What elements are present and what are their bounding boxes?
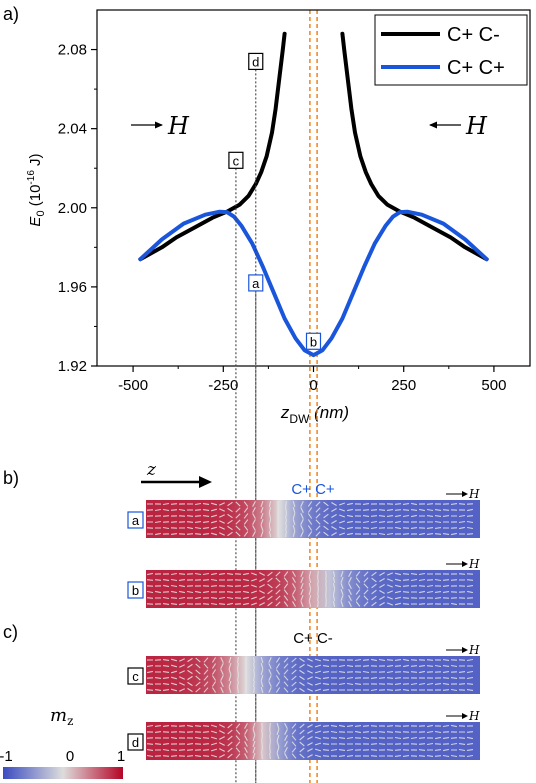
- spin-texture: [146, 656, 474, 694]
- y-label-unit-pre: (10: [27, 185, 44, 211]
- marker-box-b: [305, 332, 322, 350]
- colorbar-tick-max: 1: [117, 748, 125, 765]
- arrowhead-icon: [155, 121, 163, 129]
- series-line-cpcm: [340, 31, 489, 262]
- strip-label-d: d: [132, 735, 139, 750]
- y-label-unit-post: J): [27, 153, 44, 170]
- strip-label-box-d: [127, 733, 144, 751]
- strip-label-box-c: [127, 667, 144, 685]
- strip-body-c: [146, 656, 480, 694]
- spin-texture: [146, 570, 474, 608]
- marker-box-d: [248, 52, 264, 71]
- z-direction: z: [141, 460, 212, 488]
- marker-label-a: a: [252, 276, 260, 291]
- y-tick-label: 1.92: [58, 358, 87, 375]
- arrowhead-icon: [462, 647, 468, 653]
- legend-box: [374, 14, 528, 86]
- field-label-left: H: [167, 112, 190, 140]
- y-tick-label: 2.08: [58, 42, 87, 59]
- colorbar-title-sub: z: [67, 714, 73, 728]
- field-left: H: [131, 112, 190, 140]
- colorbar: mz -1 0 1: [0, 705, 125, 779]
- spin-texture: [146, 500, 474, 538]
- y-axis-label: E0 (10-16 J): [26, 153, 47, 226]
- strip-body-b: [146, 570, 480, 608]
- strip-label-box-a: [127, 511, 144, 529]
- legend-label-cpcp: C+ C+: [447, 57, 505, 79]
- field-right: H: [429, 112, 488, 140]
- series-line-cpcm: [138, 31, 287, 262]
- spin-texture: [146, 722, 474, 760]
- strip-field-label: H: [468, 557, 480, 571]
- x-label-sub: DW: [289, 412, 310, 426]
- marker-label-b: b: [310, 334, 317, 349]
- strip-body-a: [146, 500, 480, 538]
- legend: C+ C- C+ C+: [374, 14, 528, 86]
- x-label-main: z: [280, 403, 290, 422]
- x-tick-label: -500: [118, 377, 148, 394]
- strip-label-box-b: [127, 581, 144, 599]
- strip-body-d: [146, 722, 480, 760]
- x-label-unit: (nm): [309, 403, 349, 422]
- strip-field-label: H: [468, 643, 480, 657]
- x-axis-label: zDW (nm): [280, 403, 349, 426]
- plot-area: [138, 10, 489, 783]
- strip-c: cH: [127, 643, 480, 694]
- strip-b: bH: [127, 557, 480, 608]
- strip-label-b: b: [132, 583, 139, 598]
- panel-label-b: b): [3, 468, 19, 488]
- strip-a: aH: [127, 487, 480, 538]
- y-tick-label: 2.00: [58, 200, 87, 217]
- x-tick-label: 250: [391, 377, 416, 394]
- marker-label-c: c: [233, 153, 240, 168]
- arrowhead-icon: [462, 713, 468, 719]
- panel-label-a: a): [3, 4, 19, 24]
- colorbar-title: mz: [50, 705, 73, 728]
- marker-box-c: [228, 151, 244, 169]
- series-line-cpcp: [138, 209, 489, 358]
- strip-d: dH: [127, 709, 480, 760]
- arrowhead-icon: [462, 561, 468, 567]
- marker-box-a: [248, 274, 264, 292]
- colorbar-gradient: [3, 767, 123, 779]
- x-tick-label: 500: [481, 377, 506, 394]
- y-label-main: E: [27, 216, 44, 227]
- colorbar-tick-min: -1: [0, 748, 13, 765]
- cpcm-title: C+ C-: [293, 630, 333, 647]
- arrowhead-icon: [429, 121, 437, 129]
- axis-ticks: -500 -250 0 250 500 1.92 1.96 2.00 2.04 2.08: [58, 42, 507, 394]
- y-label-sub: 0: [35, 210, 47, 216]
- y-tick-label: 2.04: [58, 121, 87, 138]
- x-tick-label: 0: [309, 377, 317, 394]
- strip-label-c: c: [132, 669, 139, 684]
- colorbar-title-main: m: [50, 705, 67, 726]
- strip-label-a: a: [132, 513, 140, 528]
- y-tick-label: 1.96: [58, 279, 87, 296]
- y-label-exp: -16: [26, 170, 37, 185]
- plot-frame: [96, 9, 531, 367]
- legend-label-cpcm: C+ C-: [447, 24, 500, 46]
- strip-field-label: H: [468, 709, 480, 723]
- marker-label-d: d: [252, 54, 259, 69]
- strip-field-label: H: [468, 487, 480, 501]
- x-tick-label: -250: [208, 377, 238, 394]
- arrowhead-icon: [199, 476, 212, 488]
- colorbar-tick-mid: 0: [66, 748, 74, 765]
- cpcp-title: C+ C+: [291, 481, 335, 498]
- z-axis-label: z: [146, 460, 157, 480]
- arrowhead-icon: [462, 491, 468, 497]
- field-label-right: H: [465, 112, 488, 140]
- panel-label-c: c): [3, 622, 18, 642]
